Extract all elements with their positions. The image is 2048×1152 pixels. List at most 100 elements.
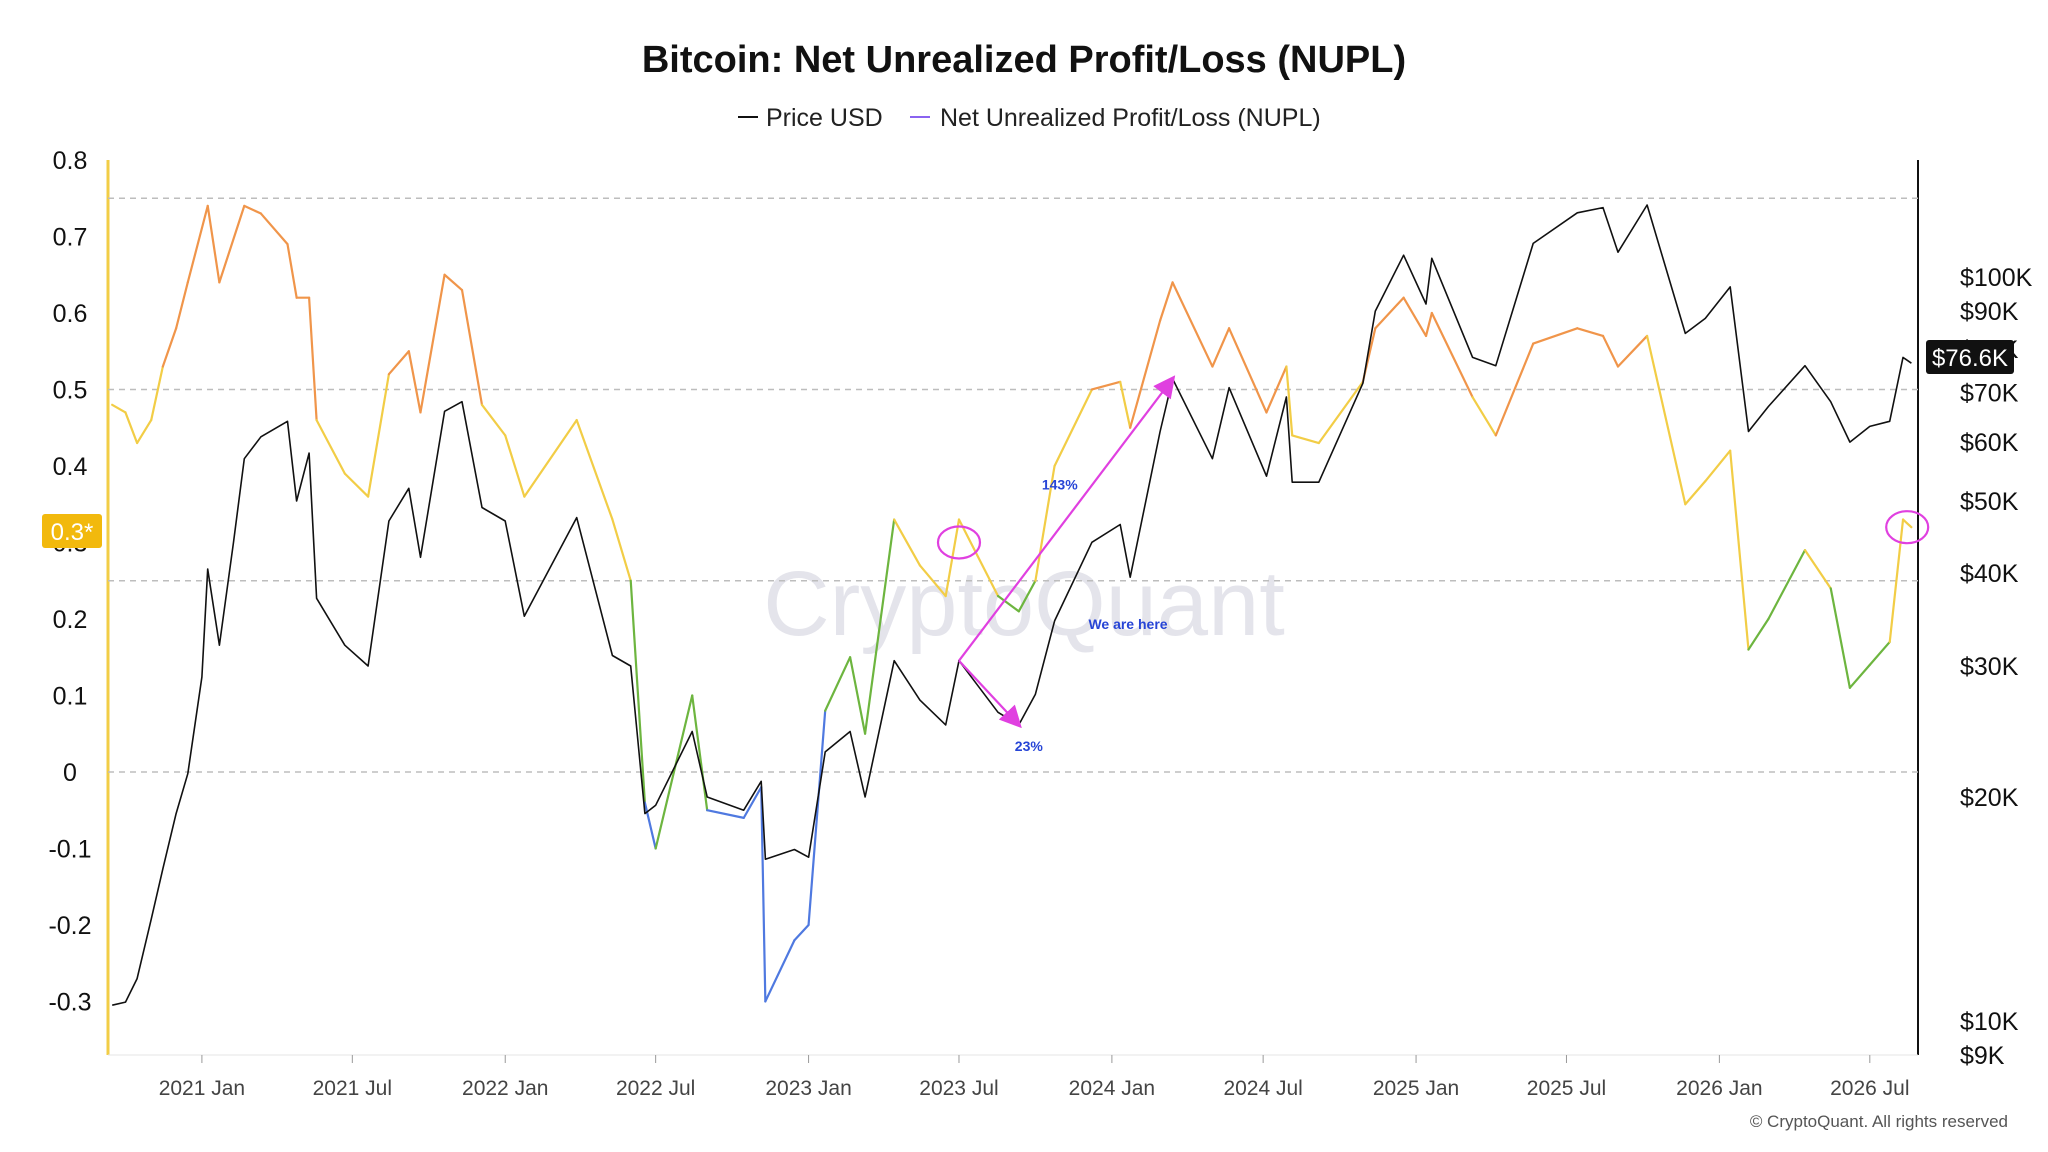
current-nupl-label: 0.3*	[51, 519, 94, 546]
left-tick-0-5: 0.5	[53, 376, 88, 404]
nupl-segment-71	[1645, 334, 1687, 506]
right-tick-9k: $9K	[1960, 1042, 2005, 1070]
nupl-segment-68	[1576, 327, 1605, 338]
nupl-segment-79	[1848, 663, 1871, 689]
nupl-segment-2	[124, 411, 139, 445]
right-tick-70k: $70K	[1960, 379, 2019, 407]
nupl-segment-26	[575, 418, 614, 521]
x-tick-2023-jan: 2023 Jan	[765, 1077, 851, 1100]
nupl-segment-20	[419, 273, 446, 414]
x-tick-2025-jul: 2025 Jul	[1527, 1077, 1606, 1100]
x-tick-2022-jul: 2022 Jul	[616, 1077, 695, 1100]
right-tick-60k: $60K	[1960, 429, 2019, 457]
nupl-segment-5	[161, 327, 178, 368]
annotation-label-we-are-here: We are here	[1088, 616, 1167, 632]
right-tick-20k: $20K	[1960, 784, 2019, 812]
nupl-segment-42	[918, 564, 947, 598]
left-tick-0-1: -0.1	[48, 835, 91, 863]
nupl-segment-53	[1171, 281, 1214, 368]
nupl-segment-23	[480, 403, 507, 437]
left-tick-0-3: -0.3	[48, 988, 91, 1016]
annotation-circle-5	[1885, 510, 1930, 545]
nupl-segment-36	[793, 923, 810, 942]
nupl-series	[111, 204, 1913, 1003]
nupl-segment-73	[1704, 449, 1732, 483]
nupl-segment-82	[1901, 518, 1913, 529]
current-price-label: $76.6K	[1932, 345, 2008, 372]
x-tick-2023-jul: 2023 Jul	[919, 1077, 998, 1100]
right-tick-100k: $100K	[1960, 264, 2033, 292]
nupl-segment-29	[643, 801, 657, 850]
right-tick-30k: $30K	[1960, 653, 2019, 681]
x-tick-2021-jan: 2021 Jan	[159, 1077, 245, 1100]
nupl-segment-45	[996, 594, 1020, 613]
nupl-segment-56	[1265, 365, 1288, 414]
nupl-segment-7	[186, 204, 209, 284]
annotation-arrow-23	[958, 659, 1022, 729]
nupl-segment-67	[1532, 327, 1579, 345]
nupl-segment-62	[1402, 296, 1428, 338]
nupl-segment-31	[691, 694, 709, 812]
nupl-segment-24	[504, 434, 526, 498]
annotation-circle-4	[936, 525, 982, 560]
right-tick-90k: $90K	[1960, 298, 2019, 326]
legend-label-nupl[interactable]: Net Unrealized Profit/Loss (NUPL)	[940, 104, 1321, 132]
left-axis-ticks: 0.80.70.60.50.40.30.20.10-0.1-0.2-0.3	[48, 147, 91, 1016]
reference-lines	[108, 197, 1918, 773]
nupl-segment-76	[1767, 549, 1807, 621]
nupl-segment-78	[1829, 587, 1851, 689]
nupl-segment-69	[1601, 334, 1620, 368]
left-tick-0-2: 0.2	[53, 606, 88, 634]
nupl-segment-15	[315, 418, 346, 475]
current-price-badge	[1926, 340, 2014, 374]
left-tick-0-2: -0.2	[48, 912, 91, 940]
nupl-segment-59	[1317, 380, 1364, 445]
nupl-segment-40	[863, 518, 896, 735]
legend-label-price[interactable]: Price USD	[766, 104, 883, 132]
nupl-segment-22	[460, 288, 484, 406]
nupl-segment-61	[1374, 296, 1405, 330]
x-tick-2024-jan: 2024 Jan	[1069, 1077, 1155, 1100]
x-tick-2026-jul: 2026 Jul	[1830, 1077, 1909, 1100]
current-nupl-badge	[42, 514, 102, 548]
nupl-segment-48	[1053, 388, 1094, 468]
nupl-segment-58	[1291, 434, 1320, 445]
nupl-segment-17	[367, 373, 390, 498]
nupl-segment-32	[706, 809, 745, 819]
nupl-segment-4	[150, 365, 164, 422]
nupl-segment-55	[1227, 327, 1268, 414]
nupl-segment-49	[1090, 380, 1122, 391]
nupl-segment-1	[111, 403, 127, 414]
left-tick-0: 0	[63, 759, 77, 787]
x-tick-2026-jan: 2026 Jan	[1676, 1077, 1762, 1100]
price-series	[112, 204, 1912, 1006]
x-tick-2025-jan: 2025 Jan	[1373, 1077, 1459, 1100]
x-axis-ticks: 2021 Jan 2021 Jul 2022 Jan 2022 Jul 2023 Jan…	[159, 1055, 1910, 1100]
nupl-segment-52	[1158, 281, 1174, 322]
price-line	[112, 204, 1912, 1006]
left-tick-0-4: 0.4	[53, 453, 88, 481]
left-tick-0-8: 0.8	[53, 147, 88, 175]
nupl-segment-46	[1017, 579, 1037, 613]
nupl-segment-70	[1616, 334, 1649, 368]
nupl-segment-66	[1494, 342, 1535, 437]
nupl-segment-19	[407, 350, 422, 414]
legend[interactable]: Price USD Net Unrealized Profit/Loss (NU…	[738, 104, 1321, 132]
nupl-segment-25	[523, 418, 578, 498]
right-axis-ticks: $100K$90K$80K$70K$60K$50K$40K$30K$20K$10…	[1960, 264, 2033, 1070]
nupl-segment-38	[824, 656, 852, 712]
nupl-segment-30	[654, 694, 694, 850]
nupl-segment-74	[1729, 449, 1750, 651]
nupl-segment-18	[387, 350, 410, 376]
nupl-segment-77	[1803, 549, 1832, 590]
nupl-segment-9	[218, 204, 246, 284]
nupl-segment-63	[1424, 311, 1433, 338]
nupl-segment-65	[1471, 396, 1497, 437]
nupl-segment-64	[1430, 311, 1474, 399]
chart-title: Bitcoin: Net Unrealized Profit/Loss (NUP…	[642, 39, 1406, 81]
left-tick-0-1: 0.1	[53, 682, 88, 710]
nupl-segment-11	[259, 212, 289, 246]
nupl-segment-80	[1868, 640, 1891, 666]
x-tick-2024-jul: 2024 Jul	[1223, 1077, 1302, 1100]
